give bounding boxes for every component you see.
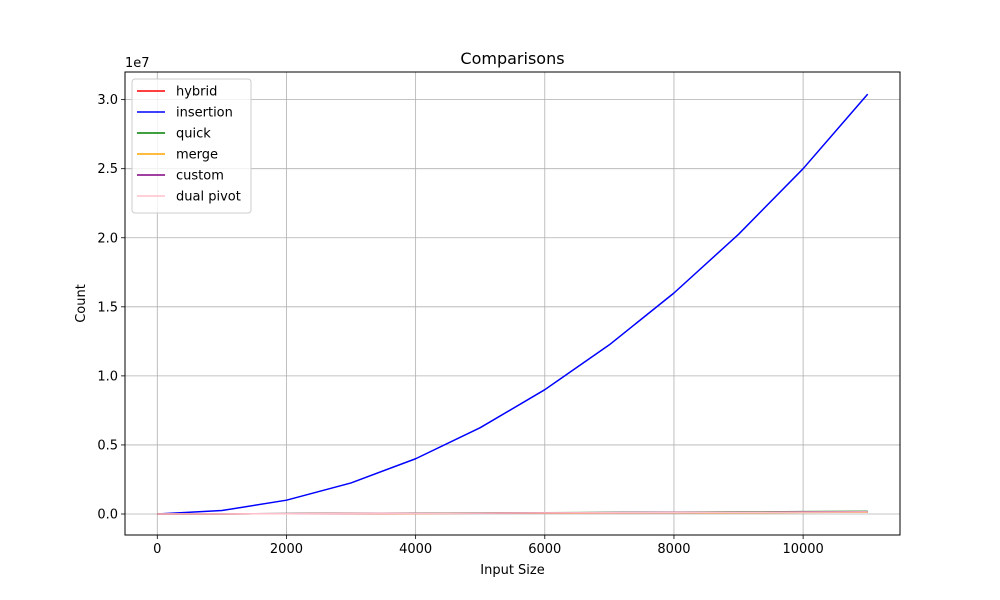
y-tick-label: 1.5 [97,300,118,315]
series-line-dual-pivot [157,511,868,515]
ticks: 0 2000 4000 6000 8000 10000 0.0 0.5 1.0 1.5 2.0 2.5… [97,93,823,557]
plot-area-frame [124,71,901,536]
x-axis-label: Input Size [480,563,544,578]
legend-label-dual-pivot: dual pivot [176,190,241,205]
legend-label-merge: merge [176,148,218,163]
legend-label-custom: custom [176,169,224,184]
x-tick-label: 0 [153,542,161,557]
series-line-insertion [157,93,869,515]
x-tick-label: 8000 [657,542,690,557]
y-tick-label: 1.0 [97,369,118,384]
y-axis-label: Count [74,284,89,323]
chart-title: Comparisons [460,49,564,68]
x-tick-label: 2000 [270,542,303,557]
x-tick-label: 6000 [528,542,561,557]
y-tick-label: 0.0 [97,508,118,523]
legend-label-insertion: insertion [176,106,233,121]
y-tick-label: 2.0 [97,231,118,246]
series-lines [157,93,869,515]
legend: hybrid insertion quick merge custom dual pivo… [131,78,252,214]
y-offset-text: 1e7 [125,56,150,71]
grid [125,72,900,535]
x-tick-label: 10000 [782,542,823,557]
y-tick-label: 3.0 [97,93,118,108]
legend-label-quick: quick [176,127,211,142]
y-tick-label: 2.5 [97,162,118,177]
y-tick-label: 0.5 [97,438,118,453]
x-tick-label: 4000 [399,542,432,557]
legend-label-hybrid: hybrid [176,85,217,100]
